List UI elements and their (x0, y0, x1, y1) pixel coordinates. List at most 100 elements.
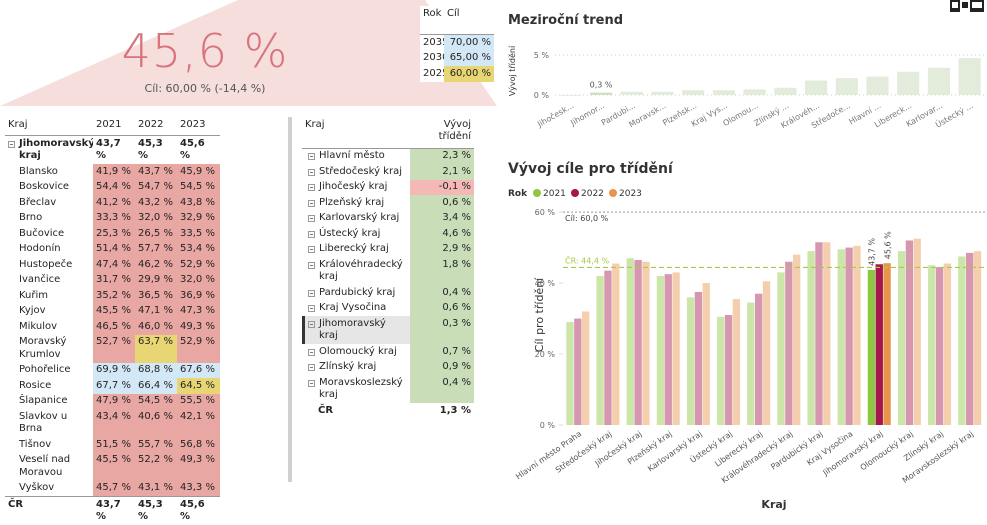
trend-table: Kraj Vývoj třídění Hlavní město 2,3 % Středo… (302, 117, 474, 419)
kpi-background (0, 0, 497, 106)
value-cell: 49,3 % (177, 319, 220, 335)
value-cell: 1,8 % (410, 257, 474, 285)
table-row[interactable]: Olomoucký kraj 0,7 % (302, 344, 474, 360)
collapse-icon[interactable] (8, 140, 15, 148)
region-name: Karlovarský kraj (319, 212, 400, 223)
name-cell: Středočeský kraj (302, 164, 410, 180)
name-cell: Moravský Krumlov (5, 335, 93, 363)
name-cell: Jihomoravský kraj (5, 136, 93, 164)
table-row: 203065,00 % (420, 50, 494, 66)
value-cell: 32,9 % (177, 210, 220, 226)
kpi-value: 45,6 % (121, 24, 289, 78)
expand-icon[interactable] (308, 246, 315, 253)
table-row: Hustopeče 47,4 % 46,2 % 52,9 % (5, 257, 220, 273)
bar (634, 260, 642, 425)
region-name: Kyjov (19, 305, 46, 316)
value-cell: 54,7 % (135, 179, 177, 195)
expand-icon[interactable] (308, 320, 315, 328)
table-row[interactable]: Plzeňský kraj 0,6 % (302, 195, 474, 211)
name-cell: Slavkov u Brna (5, 409, 93, 437)
scrollbar[interactable] (288, 117, 292, 482)
expand-icon[interactable] (308, 230, 315, 238)
table-row[interactable]: Karlovarský kraj 3,4 % (302, 210, 474, 226)
bar (596, 275, 604, 425)
value-cell: 52,2 % (135, 452, 177, 481)
y-axis-title: Cíl pro třídění (533, 277, 546, 352)
table-row[interactable]: Pardubický kraj 0,4 % (302, 285, 474, 301)
table-row[interactable]: Jihomoravský kraj 0,3 % (302, 316, 474, 344)
value-cell: 0,9 % (410, 359, 474, 375)
name-cell: Kuřim (5, 288, 93, 304)
table-row[interactable]: Zlínský kraj 0,9 % (302, 359, 474, 376)
expand-icon[interactable] (308, 261, 315, 269)
name-cell: Ústecký kraj (302, 226, 410, 242)
value-cell: 51,5 % (93, 437, 135, 453)
table-row[interactable]: Kraj Vysočina 0,6 % (302, 300, 474, 317)
expand-icon[interactable] (308, 348, 315, 356)
value-cell: 47,4 % (93, 257, 135, 273)
bar (966, 252, 974, 425)
header-cell[interactable]: Kraj (302, 117, 410, 149)
value-cell: 43,7 % (96, 137, 121, 162)
table-row[interactable]: Středočeský kraj 2,1 % (302, 164, 474, 180)
expand-icon[interactable] (308, 199, 315, 207)
expand-icon[interactable] (308, 289, 315, 297)
name-cell: Bučovice (5, 226, 93, 242)
header-cell[interactable]: Vývoj třídění (410, 117, 474, 149)
bar (694, 291, 703, 425)
value-cell: 67,7 % (93, 378, 135, 394)
expand-icon[interactable] (308, 153, 315, 160)
name-cell: Ivančice (5, 273, 93, 289)
table-row: Kyjov 45,5 % 47,1 % 47,3 % (5, 303, 220, 320)
name-cell: Břeclav (5, 195, 93, 211)
name-cell: Liberecký kraj (302, 242, 410, 258)
name-cell: Kyjov (5, 304, 93, 320)
x-tick-label: Jihomor... (568, 101, 606, 128)
table-row: Brno 33,3 % 32,0 % 32,9 % (5, 210, 220, 226)
bar (935, 267, 944, 425)
value-cell: 0,7 % (410, 344, 474, 360)
bar (612, 263, 620, 425)
bar (672, 272, 680, 425)
legend-marker (609, 189, 617, 197)
value-cell: 46,0 % (135, 319, 177, 335)
table-row[interactable]: Liberecký kraj 2,9 % (302, 241, 474, 258)
bar (747, 302, 755, 425)
table-row[interactable]: Moravskoslezský kraj 0,4 % (302, 375, 474, 403)
bar (927, 67, 950, 95)
table-row: Šlapanice 47,9 % 54,5 % 55,5 % (5, 393, 220, 409)
table-row[interactable]: Královéhradecký kraj 1,8 % (302, 257, 474, 285)
value-cell: 49,3 % (177, 452, 220, 481)
table-row[interactable]: Ústecký kraj 4,6 % (302, 226, 474, 242)
region-name: Brno (19, 212, 43, 223)
name-cell: Moravskoslezský kraj (302, 375, 410, 403)
name-cell: Boskovice (5, 180, 93, 196)
expand-icon[interactable] (308, 305, 315, 312)
value-cell: 43,8 % (177, 195, 220, 211)
name-cell: Veselí nad Moravou (5, 453, 93, 481)
bar (656, 275, 665, 425)
legend-label: 2021 (543, 189, 566, 199)
region-name: Pardubický kraj (319, 286, 396, 298)
expand-icon[interactable] (308, 215, 315, 222)
value-cell: 54,4 % (93, 179, 135, 195)
x-tick-label: Středočeský kraj (553, 428, 613, 474)
data-label: 45,6 % (883, 231, 892, 259)
bar (973, 251, 982, 425)
table-row[interactable]: Jihočeský kraj -0,1 % (302, 179, 474, 195)
region-name: Pohořelice (19, 364, 71, 375)
expand-icon[interactable] (308, 168, 315, 176)
bar (732, 299, 741, 425)
table-row[interactable]: Hlavní město 2,3 % (302, 148, 474, 164)
y-tick-label: 0 % (540, 421, 556, 430)
bar (762, 281, 771, 425)
bar (724, 315, 733, 425)
region-name: Olomoucký kraj (319, 345, 397, 357)
expand-icon[interactable] (308, 379, 315, 387)
name-cell: Kraj Vysočina (302, 301, 410, 317)
year-cell: 2035 (423, 36, 444, 48)
expand-icon[interactable] (308, 184, 315, 191)
value-cell: 45,7 % (93, 480, 135, 496)
expand-icon[interactable] (308, 364, 315, 371)
name-cell: Zlínský kraj (302, 360, 410, 376)
